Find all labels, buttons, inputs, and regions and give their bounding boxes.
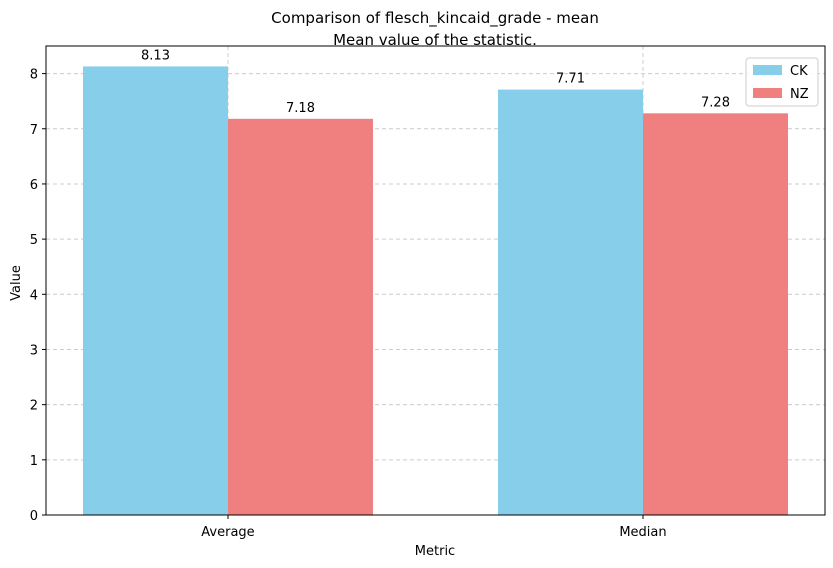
- legend-swatch-ck: [753, 65, 782, 75]
- y-tick-label: 0: [30, 509, 38, 524]
- chart-title: Comparison of flesch_kincaid_grade - mea…: [271, 9, 599, 28]
- data-label: 7.71: [556, 72, 585, 87]
- y-tick-label: 5: [30, 233, 38, 248]
- bar-nz-average: [228, 118, 373, 515]
- data-label: 7.28: [701, 95, 730, 110]
- y-tick-label: 7: [30, 123, 38, 138]
- data-label: 8.13: [141, 48, 170, 63]
- y-tick-label: 8: [30, 68, 38, 83]
- y-tick-label: 6: [30, 178, 38, 193]
- x-tick-label: Average: [201, 525, 254, 540]
- x-axis-label: Metric: [415, 544, 455, 559]
- y-axis: 0 1 2 3 4 5 6 7 8: [30, 68, 46, 524]
- y-tick-label: 3: [30, 343, 38, 358]
- bars: [83, 66, 788, 516]
- x-axis: Average Median: [201, 515, 667, 540]
- legend: CK NZ: [745, 57, 819, 107]
- plot-frame: [45, 45, 826, 516]
- legend-label-nz: NZ: [790, 87, 809, 102]
- data-labels: 8.13 7.71 7.18 7.28: [141, 48, 730, 115]
- legend-swatch-nz: [753, 88, 782, 98]
- y-tick-label: 4: [30, 288, 38, 303]
- bar-ck-average: [83, 66, 228, 516]
- y-tick-label: 2: [30, 399, 38, 414]
- y-tick-label: 1: [30, 454, 38, 469]
- chart-subtitle: Mean value of the statistic.: [333, 31, 537, 49]
- bar-ck-median: [498, 89, 643, 515]
- bar-nz-median: [643, 113, 788, 515]
- y-axis-label: Value: [9, 265, 24, 301]
- legend-label-ck: CK: [790, 64, 808, 79]
- data-label: 7.18: [286, 101, 315, 116]
- x-tick-label: Median: [619, 525, 666, 540]
